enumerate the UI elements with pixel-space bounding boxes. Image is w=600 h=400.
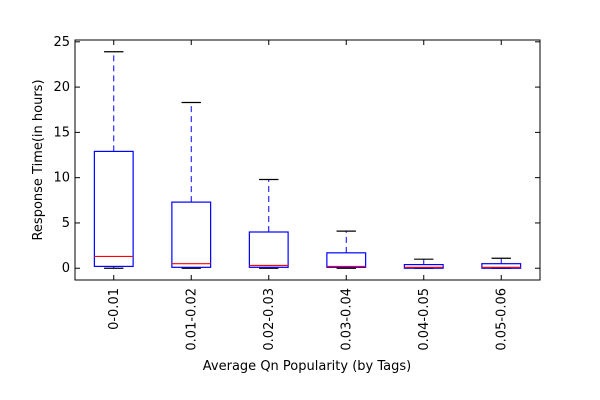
y-tick-label: 25 bbox=[53, 35, 70, 50]
x-tick-label: 0.02-0.03 bbox=[262, 288, 277, 351]
x-axis: 0-0.01 0.01-0.02 0.02-0.03 0.03-0.04 0.04-0.… bbox=[107, 40, 509, 351]
box-0-0.01 bbox=[93, 51, 134, 269]
y-tick-label: 5 bbox=[62, 216, 70, 231]
box-0.03-0.04 bbox=[326, 230, 367, 269]
y-axis-label: Response Time(in hours) bbox=[31, 79, 46, 240]
y-tick-label: 20 bbox=[53, 80, 70, 95]
x-tick-label: 0-0.01 bbox=[107, 288, 122, 330]
plot-frame bbox=[74, 39, 541, 281]
x-tick-label: 0.03-0.04 bbox=[339, 288, 354, 351]
box-0.05-0.06 bbox=[481, 257, 522, 269]
iqr-box bbox=[403, 264, 444, 269]
boxes-layer bbox=[93, 51, 522, 269]
x-axis-label: Average Qn Popularity (by Tags) bbox=[203, 359, 411, 374]
iqr-box bbox=[326, 252, 367, 268]
box-0.04-0.05 bbox=[403, 258, 444, 269]
x-tick-label: 0.01-0.02 bbox=[184, 288, 199, 351]
y-tick-label: 15 bbox=[53, 125, 70, 140]
x-tick-label: 0.04-0.05 bbox=[417, 288, 432, 351]
y-axis: 0 5 10 15 20 25 bbox=[53, 35, 540, 276]
iqr-box bbox=[481, 263, 522, 269]
iqr-box bbox=[171, 201, 212, 268]
box-0.01-0.02 bbox=[171, 101, 212, 269]
iqr-box bbox=[93, 150, 134, 268]
box-0.02-0.03 bbox=[248, 178, 289, 269]
x-tick-label: 0.05-0.06 bbox=[494, 288, 509, 351]
y-tick-label: 10 bbox=[53, 171, 70, 186]
y-tick-label: 0 bbox=[62, 261, 70, 276]
iqr-box bbox=[248, 231, 289, 268]
